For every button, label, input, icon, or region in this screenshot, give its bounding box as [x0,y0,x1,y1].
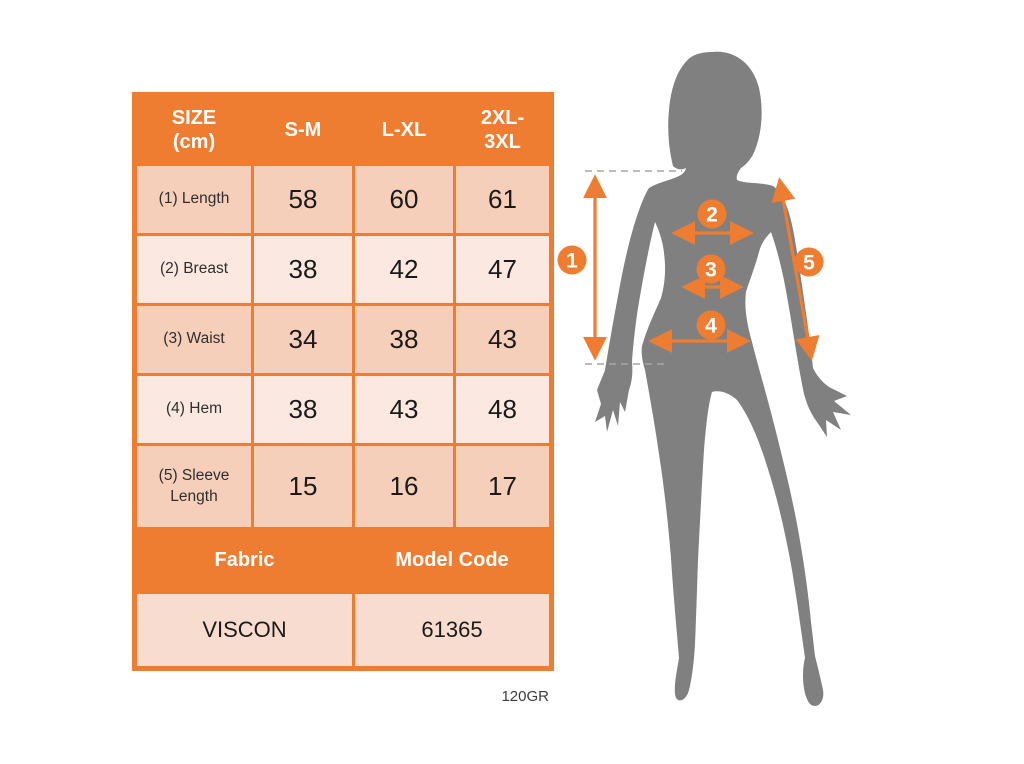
value-cell: 38 [251,233,355,306]
table-row-hem: (4) Hem 38 43 48 [133,373,553,446]
value-cell: 60 [352,163,456,236]
table-row-waist: (3) Waist 34 38 43 [133,303,553,376]
table-row-sleeve-length: (5) Sleeve Length 15 16 17 [133,443,553,530]
value-cell: 43 [453,303,553,376]
table-row-breast: (2) Breast 38 42 47 [133,233,553,306]
value-cell: 17 [453,443,553,530]
value-cell: 38 [352,303,456,376]
model-code-header: Model Code [352,527,553,594]
table-header-row: SIZE (cm) S-M L-XL 2XL-3XL [133,93,553,166]
row-label: (4) Hem [133,373,254,446]
value-cell: 43 [352,373,456,446]
value-cell: 47 [453,233,553,306]
value-cell: 42 [352,233,456,306]
value-cell: 58 [251,163,355,236]
marker-1: 1 [557,245,587,275]
header-size-cm: SIZE (cm) [133,93,254,166]
header-2xl-3xl: 2XL-3XL [453,93,553,166]
measurement-diagram: 1 2 3 4 5 [557,51,851,707]
size-table: SIZE (cm) S-M L-XL 2XL-3XL (1) Length 58… [132,92,554,671]
row-label: (2) Breast [133,233,254,306]
table-row-length: (1) Length 58 60 61 [133,163,553,236]
marker-3: 3 [696,254,726,284]
marker-4-label: 4 [705,315,717,338]
row-label: (1) Length [133,163,254,236]
marker-2-label: 2 [706,204,718,227]
female-silhouette [595,51,851,707]
fabric-header: Fabric [133,527,355,594]
marker-5: 5 [794,247,824,277]
header-l-xl: L-XL [352,93,456,166]
value-cell: 61 [453,163,553,236]
header-s-m: S-M [251,93,355,166]
weight-note: 120GR [501,688,549,705]
value-cell: 15 [251,443,355,530]
marker-3-label: 3 [705,259,717,282]
value-cell: 38 [251,373,355,446]
model-code-value: 61365 [352,591,553,670]
row-label: (3) Waist [133,303,254,376]
row-label: (5) Sleeve Length [133,443,254,530]
marker-4: 4 [696,310,726,340]
table-footer-header-row: Fabric Model Code [133,527,553,594]
value-cell: 34 [251,303,355,376]
marker-1-label: 1 [566,250,578,273]
fabric-value: VISCON [133,591,355,670]
sleeve-arrow [771,177,820,361]
marker-5-label: 5 [803,252,815,275]
value-cell: 16 [352,443,456,530]
table-footer-value-row: VISCON 61365 [133,591,553,670]
marker-2: 2 [697,199,727,229]
value-cell: 48 [453,373,553,446]
